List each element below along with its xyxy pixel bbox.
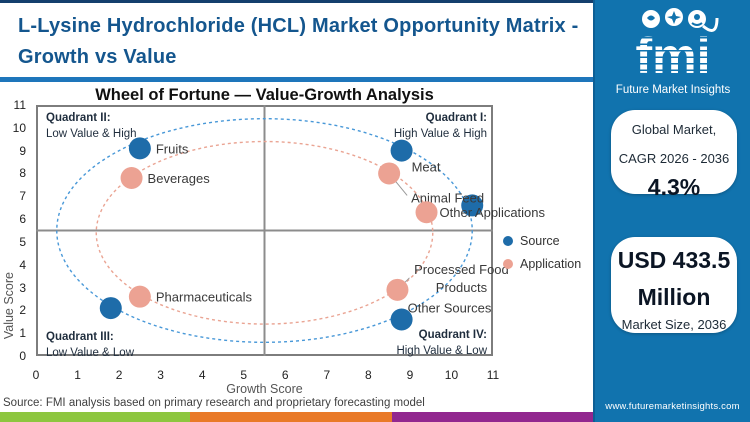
y-tick-5: 5	[19, 234, 26, 249]
y-tick-9: 9	[19, 143, 26, 158]
other-applications-dot	[415, 201, 438, 224]
market-size-value-line2: Million	[637, 284, 711, 310]
legend-item-source: Source	[503, 229, 581, 252]
footer-bar-segment-2	[190, 412, 392, 422]
other-sources-dot	[390, 308, 413, 331]
x-tick-6: 6	[281, 368, 289, 382]
legend-label: Application	[520, 256, 582, 271]
quadrant-3-label: Quadrant III: Low Value & Low	[46, 331, 135, 359]
market-size-caption: Market Size, 2036	[621, 317, 727, 332]
quadrant-2-label: Quadrant II: Low Value & High	[46, 112, 137, 140]
x-tick-3: 3	[157, 368, 164, 382]
point-dot	[461, 194, 484, 217]
point-label: Meat	[412, 160, 441, 175]
market-size-value-line1: USD 433.5	[617, 247, 731, 273]
point-label: Other Sources	[408, 300, 492, 315]
x-axis-label: Growth Score	[226, 382, 303, 396]
cagr-value: 4.3%	[647, 174, 701, 200]
x-tick-0: 0	[32, 368, 40, 382]
y-tick-0: 0	[19, 349, 26, 363]
legend-application-dot-icon	[503, 258, 513, 269]
x-tick-7: 7	[323, 368, 331, 382]
legend-item-application: Application	[503, 252, 581, 275]
legend-label: Source	[520, 233, 560, 248]
point-label: Processed Food Products	[414, 262, 509, 295]
website-link[interactable]: www.futuremarketinsights.com	[605, 401, 740, 412]
y-tick-8: 8	[19, 166, 26, 181]
y-tick-1: 1	[19, 326, 26, 341]
y-tick-7: 7	[19, 189, 26, 204]
point-dot	[99, 297, 122, 320]
legend-source-dot-icon	[503, 235, 513, 246]
logo-subtext: Future Market Insights	[615, 84, 730, 96]
processed-food-products-dot	[386, 278, 409, 301]
chart-area: Wheel of Fortune — Value-Growth Analysis…	[0, 84, 593, 422]
top-accent-stripe	[0, 0, 750, 3]
point-label: Pharmaceuticals	[156, 290, 253, 305]
cagr-card-line2: CAGR 2026 - 2036	[618, 151, 730, 166]
cagr-card: Global Market, CAGR 2026 - 2036 4.3%	[611, 110, 737, 200]
y-tick-11: 11	[13, 98, 26, 112]
quadrant-4-label: Quadrant IV: High Value & Low	[396, 329, 487, 357]
pharmaceuticals-dot	[128, 285, 151, 308]
y-axis-ticks: 0 1 2 3 4 5 6 7 8 9 10 11	[0, 98, 30, 363]
x-axis-ticks: 0 1 2 3 4 5 6 7 8 9 10 11	[33, 368, 500, 384]
market-size-card: USD 433.5 Million Market Size, 2036	[611, 237, 737, 333]
y-tick-6: 6	[19, 212, 26, 227]
logo-wordmark: fmi	[635, 28, 710, 84]
application-wheel-ellipse	[95, 140, 434, 325]
y-tick-2: 2	[19, 303, 26, 318]
point-label: Beverages	[148, 171, 211, 186]
quadrant-1-label: Quadrant I: High Value & High	[393, 112, 487, 140]
chart-title: Wheel of Fortune — Value-Growth Analysis	[95, 86, 434, 104]
x-tick-10: 10	[444, 368, 459, 382]
x-tick-8: 8	[365, 368, 372, 382]
fmi-logo: fmi Future Market Insights	[615, 8, 730, 96]
beverages-dot	[120, 167, 143, 190]
x-tick-9: 9	[406, 368, 414, 382]
x-tick-5: 5	[240, 368, 248, 382]
point-label: Fruits	[156, 141, 189, 156]
source-wheel-ellipse	[56, 117, 473, 344]
meat-dot	[390, 139, 413, 162]
y-tick-3: 3	[19, 280, 26, 295]
footer-bar-segment-1	[0, 412, 190, 422]
source-note: Source: FMI analysis based on primary re…	[3, 397, 425, 409]
footer-color-bar	[0, 412, 593, 422]
point-label: Other Applications	[440, 205, 546, 220]
header-divider	[0, 77, 593, 82]
x-tick-1: 1	[74, 368, 81, 382]
logo-figures-icon	[641, 8, 718, 32]
footer-bar-segment-3	[392, 412, 593, 422]
cagr-card-line1: Global Market,	[631, 122, 717, 137]
x-tick-2: 2	[115, 368, 123, 382]
page-title: L-Lysine Hydrochloride (HCL) Market Oppo…	[18, 15, 579, 68]
y-axis-label: Value Score	[2, 272, 16, 340]
brand-sidebar: fmi Future Market Insights Global Market…	[593, 0, 750, 422]
x-tick-11: 11	[486, 368, 500, 382]
y-tick-10: 10	[12, 120, 26, 135]
chart-legend: Source Application	[503, 229, 581, 275]
y-tick-4: 4	[19, 257, 26, 272]
animal-feed-dot	[378, 162, 401, 185]
x-tick-4: 4	[198, 368, 206, 382]
fruits-dot	[128, 137, 151, 160]
